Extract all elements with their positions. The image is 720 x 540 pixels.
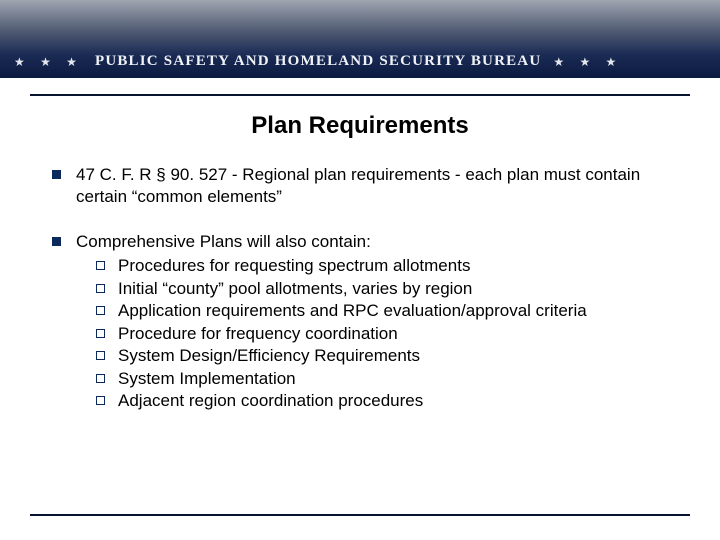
list-item: System Design/Efficiency Requirements [94,345,672,367]
stars-right-icon: ★ ★ ★ [553,55,622,69]
bullet-list: 47 C. F. R § 90. 527 - Regional plan req… [48,164,672,412]
sub-bullet-text: System Implementation [118,369,296,388]
list-item: System Implementation [94,368,672,390]
bottom-divider [30,514,690,516]
list-item: Procedure for frequency coordination [94,323,672,345]
slide: ★ ★ ★ PUBLIC SAFETY AND HOMELAND SECURIT… [0,0,720,540]
stars-left-icon: ★ ★ ★ [14,55,83,69]
page-title: Plan Requirements [48,112,672,140]
list-item: 47 C. F. R § 90. 527 - Regional plan req… [48,164,672,209]
sub-bullet-text: System Design/Efficiency Requirements [118,346,420,365]
list-item: Initial “county” pool allotments, varies… [94,278,672,300]
sub-bullet-text: Initial “county” pool allotments, varies… [118,279,472,298]
bureau-title: PUBLIC SAFETY AND HOMELAND SECURITY BURE… [95,53,541,70]
list-item: Application requirements and RPC evaluat… [94,300,672,322]
list-item: Procedures for requesting spectrum allot… [94,255,672,277]
sub-bullet-text: Procedures for requesting spectrum allot… [118,256,470,275]
sub-bullet-list: Procedures for requesting spectrum allot… [76,255,672,412]
sub-bullet-text: Adjacent region coordination procedures [118,391,423,410]
header-banner: ★ ★ ★ PUBLIC SAFETY AND HOMELAND SECURIT… [0,0,720,78]
content-area: Plan Requirements 47 C. F. R § 90. 527 -… [0,96,720,514]
sub-bullet-text: Application requirements and RPC evaluat… [118,301,587,320]
list-item: Comprehensive Plans will also contain: P… [48,231,672,413]
bullet-text: Comprehensive Plans will also contain: [76,232,371,251]
banner-row: ★ ★ ★ PUBLIC SAFETY AND HOMELAND SECURIT… [0,53,720,70]
list-item: Adjacent region coordination procedures [94,390,672,412]
sub-bullet-text: Procedure for frequency coordination [118,324,398,343]
bullet-text: 47 C. F. R § 90. 527 - Regional plan req… [76,165,640,206]
